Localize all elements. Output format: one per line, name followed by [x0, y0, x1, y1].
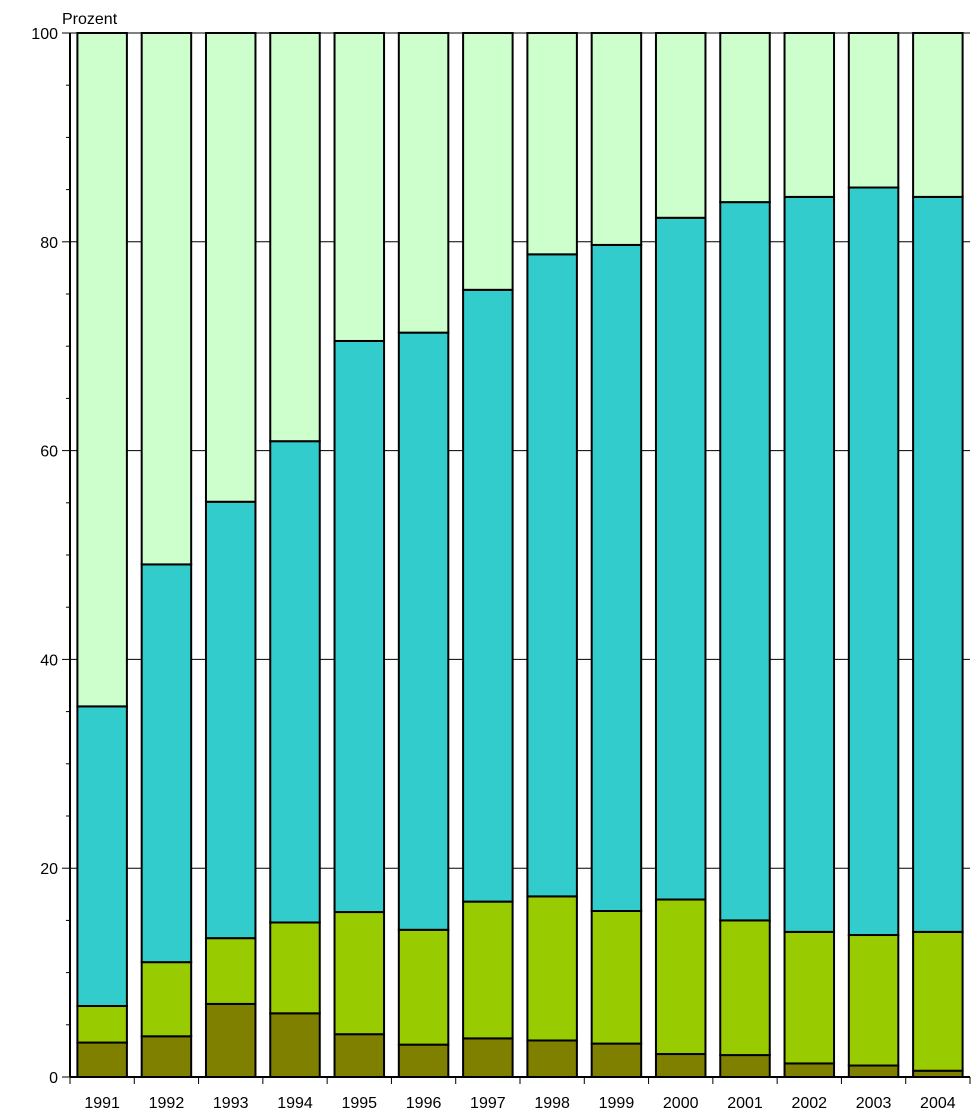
- y-axis-unit-label: Prozent: [62, 11, 118, 28]
- bar-1995-segment-3: [333, 339, 386, 914]
- x-tick-label-1994: 1994: [277, 1095, 313, 1112]
- bar-1997-segment-1: [462, 1037, 514, 1078]
- bar-1999-segment-2: [590, 910, 643, 1045]
- bar-2000-segment-2: [654, 898, 707, 1056]
- bar-1999-segment-4: [590, 32, 643, 246]
- x-tick-label-1991: 1991: [84, 1095, 120, 1112]
- x-tick-label-2000: 2000: [663, 1095, 699, 1112]
- bar-2001-segment-3: [719, 201, 771, 922]
- bar-1992-segment-2: [140, 961, 193, 1038]
- y-tick-label-20: 20: [40, 861, 58, 878]
- x-tick-label-1999: 1999: [599, 1095, 635, 1112]
- axes: [62, 32, 971, 1084]
- x-tick-labels: 1991 1992 1993 1994 1995 1996 1997 1998 1999 2000…: [84, 1095, 955, 1112]
- x-tick-label-1993: 1993: [213, 1095, 249, 1112]
- bar-1993-segment-3: [204, 500, 257, 940]
- bar-2001-segment-1: [719, 1054, 771, 1079]
- bar-2004-segment-4: [912, 32, 964, 198]
- x-tick-label-1996: 1996: [406, 1095, 442, 1112]
- bar-1991-segment-4: [76, 32, 128, 708]
- bar-2004-segment-2: [912, 930, 964, 1072]
- bar-1998-segment-2: [526, 895, 578, 1042]
- bar-2000-segment-3: [654, 216, 707, 901]
- bar-2004-segment-3: [912, 195, 964, 933]
- x-tick-label-1998: 1998: [534, 1095, 570, 1112]
- bar-1996-segment-2: [397, 928, 450, 1046]
- bar-1997-segment-4: [462, 32, 514, 291]
- x-tick-label-2001: 2001: [727, 1095, 763, 1112]
- bar-1992-segment-4: [140, 32, 193, 566]
- bar-2000-segment-4: [654, 32, 707, 219]
- y-tick-label-80: 80: [40, 235, 58, 252]
- bar-2001-segment-2: [719, 919, 771, 1057]
- x-tick-label-1997: 1997: [470, 1095, 506, 1112]
- bar-2003-segment-4: [847, 32, 900, 189]
- bar-1998-segment-1: [526, 1039, 578, 1078]
- bar-1992-segment-3: [140, 563, 193, 964]
- x-tick-label-1992: 1992: [149, 1095, 185, 1112]
- bar-1997-segment-2: [462, 900, 514, 1040]
- bar-1998-segment-4: [526, 32, 578, 256]
- bars: [76, 32, 964, 1079]
- bar-1996-segment-3: [397, 331, 450, 931]
- bar-1994-segment-4: [269, 32, 321, 443]
- bar-1991-segment-2: [76, 1005, 128, 1044]
- bar-1991-segment-1: [76, 1041, 128, 1078]
- x-tick-label-2004: 2004: [920, 1095, 956, 1112]
- bar-2001-segment-4: [719, 32, 771, 204]
- bar-2003-segment-1: [847, 1064, 900, 1078]
- bar-2000-segment-1: [654, 1053, 707, 1078]
- y-tick-labels: 0 20 40 60 80 100: [31, 26, 58, 1087]
- bar-1994-segment-2: [269, 921, 321, 1015]
- bar-2002-segment-2: [783, 930, 836, 1065]
- bar-2003-segment-2: [847, 934, 900, 1067]
- bar-2002-segment-1: [783, 1062, 836, 1078]
- bar-1994-segment-3: [269, 440, 321, 924]
- bar-1997-segment-3: [462, 288, 514, 903]
- bar-1993-segment-2: [204, 937, 257, 1005]
- y-tick-label-40: 40: [40, 652, 58, 669]
- bar-2002-segment-3: [783, 195, 836, 933]
- bar-1999-segment-1: [590, 1042, 643, 1079]
- bar-1993-segment-1: [204, 1002, 257, 1078]
- bar-2002-segment-4: [783, 32, 836, 198]
- x-tick-label-2003: 2003: [856, 1095, 892, 1112]
- bar-1991-segment-3: [76, 705, 128, 1008]
- bar-1993-segment-4: [204, 32, 257, 503]
- y-tick-label-100: 100: [31, 26, 58, 43]
- bar-1996-segment-1: [397, 1043, 450, 1078]
- bar-1995-segment-2: [333, 911, 386, 1036]
- y-tick-label-0: 0: [49, 1070, 58, 1087]
- bar-1992-segment-1: [140, 1035, 193, 1079]
- x-tick-label-1995: 1995: [341, 1095, 377, 1112]
- bar-1998-segment-3: [526, 253, 578, 898]
- bar-1999-segment-3: [590, 243, 643, 913]
- bar-1995-segment-1: [333, 1033, 386, 1079]
- bar-1995-segment-4: [333, 32, 386, 342]
- bar-2003-segment-3: [847, 186, 900, 937]
- y-tick-label-60: 60: [40, 444, 58, 461]
- bar-1994-segment-1: [269, 1012, 321, 1078]
- bar-1996-segment-4: [397, 32, 450, 334]
- x-tick-label-2002: 2002: [791, 1095, 827, 1112]
